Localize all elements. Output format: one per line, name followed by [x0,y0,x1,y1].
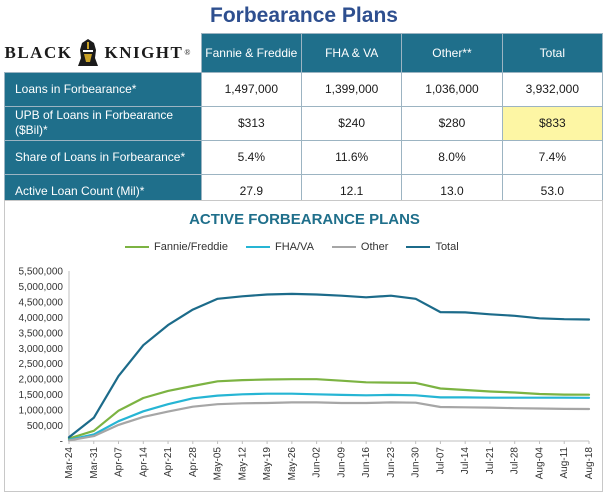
table-row: UPB of Loans in Forbearance ($Bil)* $313… [4,105,604,141]
forbearance-summary-table: BLACK KNIGHT ® Fannie & Freddie FHA & VA… [4,33,604,209]
legend-label: FHA/VA [275,241,314,253]
x-tick-label: Jul-07 [435,447,446,475]
knight-helmet-icon [78,38,99,66]
x-tick-label: Aug-18 [584,447,595,480]
table-cell: 5.4% [200,139,302,175]
series-line-other [67,401,591,442]
series-line-fha-va [67,392,591,441]
black-knight-logo: BLACK KNIGHT ® [5,34,197,72]
x-tick-label: Jun-16 [361,447,372,478]
y-tick-label: 4,500,000 [19,297,64,308]
legend-swatch [246,246,270,248]
x-tick-label: May-12 [237,447,248,481]
x-tick-label: Jul-28 [510,447,521,475]
legend-label: Fannie/Freddie [154,241,228,253]
table-row: Share of Loans in Forbearance* 5.4% 11.6… [4,139,604,175]
legend-swatch [331,246,356,248]
x-tick-label: Apr-21 [163,447,174,477]
registered-mark: ® [184,48,192,57]
x-tick-label: Aug-11 [559,447,570,479]
col-header-fannie-freddie: Fannie & Freddie [200,33,302,73]
series-line-fannie-freddie [67,378,591,440]
x-tick-label: Jun-23 [386,447,397,478]
table-cell: $240 [300,105,403,141]
y-tick-label: 1,000,000 [19,406,64,417]
legend-swatch [125,246,149,248]
col-header-other: Other** [401,33,503,73]
x-tick-label: Apr-14 [138,447,149,477]
y-tick-label: 2,500,000 [19,359,64,370]
table-cell: 1,399,000 [300,71,403,107]
y-tick-label: 1,500,000 [19,390,64,401]
table-cell: $280 [401,105,503,141]
page-title: Forbearance Plans [210,4,398,27]
row-label: Share of Loans in Forbearance* [4,139,202,175]
series-line-total [67,292,591,439]
chart-legend: Fannie/Freddie FHA/VA Other Total [125,241,459,253]
y-tick-label: 2,000,000 [19,375,64,386]
table-cell: 3,932,000 [501,71,604,107]
table-cell: 8.0% [401,139,503,175]
y-tick-label: 5,000,000 [19,282,64,293]
col-header-fha-va: FHA & VA [300,33,403,73]
y-tick-label: 4,000,000 [19,313,64,324]
y-tick-label: 3,500,000 [19,328,64,339]
x-tick-label: Jun-02 [312,447,323,478]
logo-text-right: KNIGHT [104,42,184,62]
x-tick-label: May-19 [262,447,273,481]
legend-item-total: Total [406,241,459,253]
legend-label: Total [435,241,459,253]
table-cell: 1,036,000 [401,71,503,107]
x-tick-label: Jun-09 [336,447,347,478]
chart-title: ACTIVE FORBEARANCE PLANS [189,211,420,228]
table-cell: 1,497,000 [200,71,302,107]
table-header-row: BLACK KNIGHT ® Fannie & Freddie FHA & VA… [4,33,604,73]
y-tick-label: 5,500,000 [19,267,64,278]
logo-cell: BLACK KNIGHT ® [4,33,202,72]
x-tick-label: Apr-07 [114,447,125,477]
legend-label: Other [360,241,389,253]
x-tick-label: Jul-21 [485,447,496,475]
legend-item-fha-va: FHA/VA [246,241,314,253]
x-tick-label: Jul-14 [460,447,471,475]
chart-plot-area: - 500,000 1,000,000 1,500,000 2,000,000 2,500… [19,267,596,481]
table-cell: 11.6% [300,139,403,175]
forbearance-chart: ACTIVE FORBEARANCE PLANS Fannie/Freddie … [4,200,603,492]
x-tick-label: Apr-28 [188,447,199,477]
row-label: UPB of Loans in Forbearance ($Bil)* [4,105,202,141]
x-tick-label: Aug-04 [534,447,545,480]
x-tick-label: Mar-24 [64,447,75,479]
highlighted-total-upb-cell: $833 [501,105,604,141]
row-label: Loans in Forbearance* [4,71,202,107]
x-tick-label: Jun-30 [411,447,422,478]
legend-swatch [406,246,431,248]
x-tick-label: Mar-31 [89,447,100,479]
logo-text-left: BLACK [4,42,73,62]
y-tick-label: 3,000,000 [19,344,64,355]
legend-item-other: Other [331,241,389,253]
col-header-total: Total [501,33,604,73]
table-cell: 7.4% [501,139,604,175]
x-tick-label: May-26 [287,447,298,481]
x-tick-label: May-05 [213,447,224,481]
table-row: Loans in Forbearance* 1,497,000 1,399,00… [4,71,604,107]
table-cell: $313 [200,105,302,141]
legend-item-fannie-freddie: Fannie/Freddie [125,241,228,253]
y-tick-label: - [60,437,63,448]
y-tick-label: 500,000 [27,421,64,432]
